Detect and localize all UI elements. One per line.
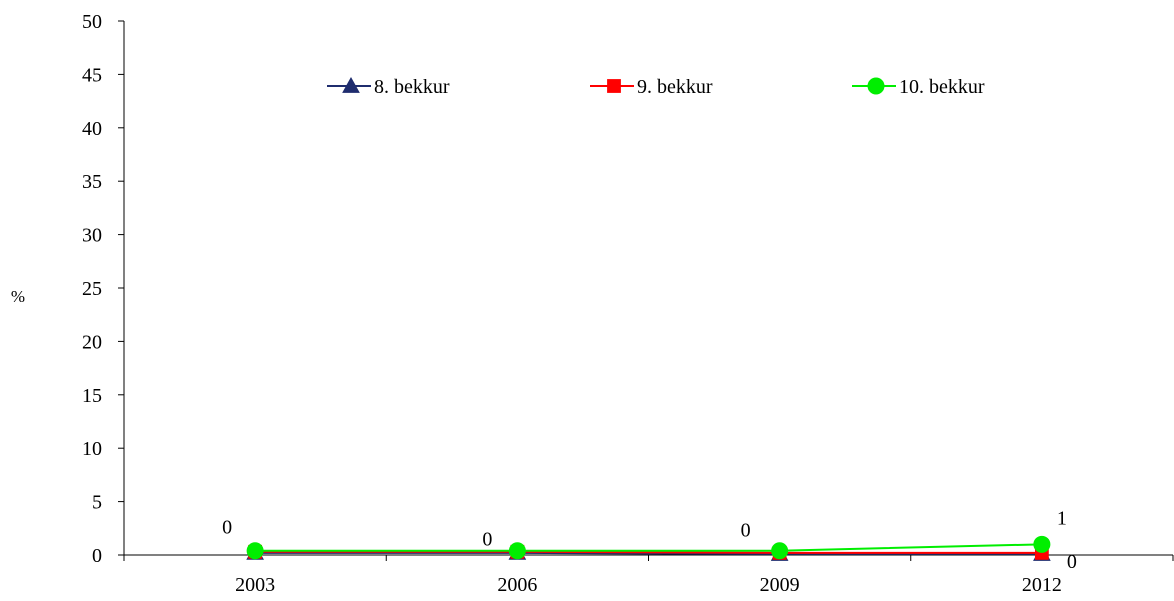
data-label: 0 <box>1067 551 1077 573</box>
data-label: 0 <box>222 517 232 539</box>
y-tick-label: 15 <box>82 385 102 407</box>
series-3 <box>246 535 1051 560</box>
series-lines <box>246 535 1051 561</box>
y-tick-label: 5 <box>92 492 102 514</box>
legend-item-3: 10. bekkur <box>852 76 985 98</box>
y-tick-label: 0 <box>92 545 102 567</box>
legend-label: 10. bekkur <box>899 76 985 98</box>
y-tick-label: 50 <box>82 11 102 33</box>
series-line <box>255 543 1042 552</box>
data-labels: 00 010 <box>222 507 1077 573</box>
y-tick-label: 25 <box>82 278 102 300</box>
y-tick-label: 40 <box>82 118 102 140</box>
y-tick-label: 20 <box>82 331 102 353</box>
series-line <box>255 551 1042 555</box>
data-point <box>508 542 526 560</box>
y-tick-label: 45 <box>82 64 102 86</box>
x-tick-label: 2012 <box>1022 574 1062 596</box>
data-point <box>246 542 264 560</box>
legend-item-1: 8. bekkur <box>327 76 450 98</box>
legend-item-2: 9. bekkur <box>590 76 713 98</box>
y-tick-label: 30 <box>82 225 102 247</box>
series-line <box>255 550 1042 554</box>
legend-marker <box>607 79 621 93</box>
x-tick-label: 2003 <box>235 574 275 596</box>
y-axis-label: % <box>11 287 25 306</box>
data-label: 0 <box>741 520 751 542</box>
legend: 8. bekkur 9. bekkur 10. bekkur <box>327 76 985 98</box>
legend-marker <box>867 77 885 95</box>
data-label: 1 <box>1057 507 1067 529</box>
data-point <box>1033 535 1051 553</box>
y-axis: 0 5 10 15 20 25 30 35 40 45 50 <box>82 11 125 567</box>
x-axis: 2003 2006 2009 2012 <box>123 554 1174 596</box>
legend-label: 8. bekkur <box>374 76 450 98</box>
x-tick-label: 2009 <box>760 574 800 596</box>
legend-marker <box>342 76 360 93</box>
x-tick-label: 2006 <box>497 574 537 596</box>
y-tick-label: 35 <box>82 171 102 193</box>
data-label: 0 <box>482 529 492 551</box>
legend-label: 9. bekkur <box>637 76 713 98</box>
data-point <box>771 542 789 560</box>
y-tick-label: 10 <box>82 438 102 460</box>
